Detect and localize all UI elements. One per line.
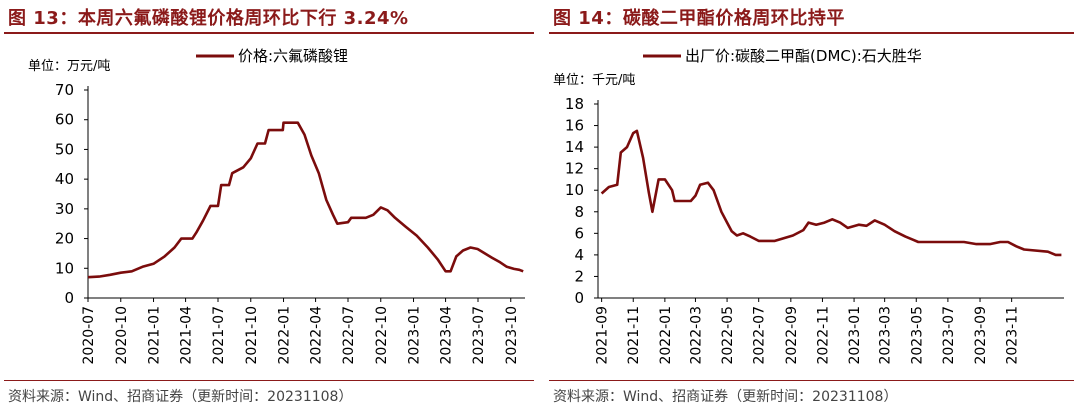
legend-label: 价格:六氟磷酸锂	[238, 47, 348, 65]
y-tick-label: 30	[55, 200, 74, 218]
x-tick-label: 2021-01	[147, 306, 163, 365]
x-tick-label: 2022-03	[688, 306, 704, 365]
y-tick-label: 0	[64, 289, 74, 307]
series-line	[600, 129, 1062, 257]
y-tick-label: 50	[55, 140, 74, 158]
x-tick-label: 2022-10	[374, 306, 390, 365]
y-tick-label: 12	[565, 160, 584, 178]
y-tick-label: 18	[565, 95, 584, 113]
title-rule	[4, 32, 534, 34]
x-tick-label: 2020-07	[81, 306, 97, 365]
x-tick-label: 2022-07	[752, 306, 768, 365]
y-tick-label: 2	[574, 267, 584, 285]
x-tick-label: 2021-09	[595, 306, 611, 365]
y-tick-label: 60	[55, 111, 74, 129]
x-tick-label: 2022-01	[277, 306, 293, 365]
chart-panel-lithium-hexafluorophosphate: 图 13：本周六氟磷酸锂价格周环比下行 3.24% 单位：万元/吨 价格:六氟磷酸…	[4, 8, 534, 405]
y-tick-label: 4	[574, 246, 584, 264]
x-tick-label: 2023-01	[847, 306, 863, 365]
unit-label: 单位：千元/吨	[553, 73, 635, 88]
y-tick-label: 10	[55, 259, 74, 277]
y-tick-label: 6	[574, 224, 584, 242]
x-tick-label: 2023-05	[909, 306, 925, 365]
x-tick-label: 2022-01	[658, 306, 674, 365]
x-tick-label: 2023-11	[1005, 306, 1021, 365]
x-tick-label: 2023-01	[407, 306, 423, 365]
source-note: 资料来源：Wind、招商证券（更新时间：20231108）	[553, 389, 898, 405]
x-tick-label: 2022-09	[784, 306, 800, 365]
y-tick-label: 0	[574, 289, 584, 307]
x-tick-label: 2023-09	[973, 306, 989, 365]
x-tick-label: 2023-07	[471, 306, 487, 365]
x-tick-label: 2020-10	[114, 306, 130, 365]
x-tick-label: 2021-07	[211, 306, 227, 365]
y-tick-label: 14	[565, 138, 584, 156]
series-line	[87, 121, 524, 279]
x-tick-label: 2023-10	[504, 306, 520, 365]
y-tick-label: 70	[55, 81, 74, 99]
x-tick-label: 2022-07	[341, 306, 357, 365]
source-rule	[4, 380, 534, 381]
x-tick-label: 2023-07	[941, 306, 957, 365]
x-tick-label: 2021-10	[244, 306, 260, 365]
y-tick-label: 20	[55, 230, 74, 248]
y-tick-label: 40	[55, 170, 74, 188]
source-note: 资料来源：Wind、招商证券（更新时间：20231108）	[8, 389, 353, 405]
panel-title: 图 13：本周六氟磷酸锂价格周环比下行 3.24%	[8, 8, 409, 29]
y-tick-label: 8	[574, 203, 584, 221]
x-tick-label: 2023-04	[439, 306, 455, 365]
unit-label: 单位：万元/吨	[28, 59, 110, 74]
y-tick-label: 16	[565, 117, 584, 135]
x-tick-label: 2021-04	[179, 306, 195, 365]
panel-title: 图 14：碳酸二甲酯价格周环比持平	[553, 8, 845, 29]
chart-panel-dimethyl-carbonate: 图 14：碳酸二甲酯价格周环比持平 单位：千元/吨 出厂价:碳酸二甲酯(DMC):…	[545, 0, 1080, 415]
price-line-chart: 单位：千元/吨 出厂价:碳酸二甲酯(DMC):石大胜华 0 2 4 6 8 10 12 14 16 1…	[553, 47, 1064, 365]
x-tick-label: 2023-03	[878, 306, 894, 365]
title-rule	[549, 32, 1074, 34]
y-tick-label: 10	[565, 181, 584, 199]
legend-label: 出厂价:碳酸二甲酯(DMC):石大胜华	[685, 47, 922, 65]
x-tick-label: 2022-05	[720, 306, 736, 365]
price-line-chart: 单位：万元/吨 价格:六氟磷酸锂 0 10 20 30 40 50 60 70 2020-07 202…	[28, 47, 525, 365]
x-tick-label: 2022-11	[815, 306, 831, 365]
source-rule	[549, 380, 1074, 381]
x-tick-label: 2021-11	[626, 306, 642, 365]
x-tick-label: 2022-04	[309, 306, 325, 365]
